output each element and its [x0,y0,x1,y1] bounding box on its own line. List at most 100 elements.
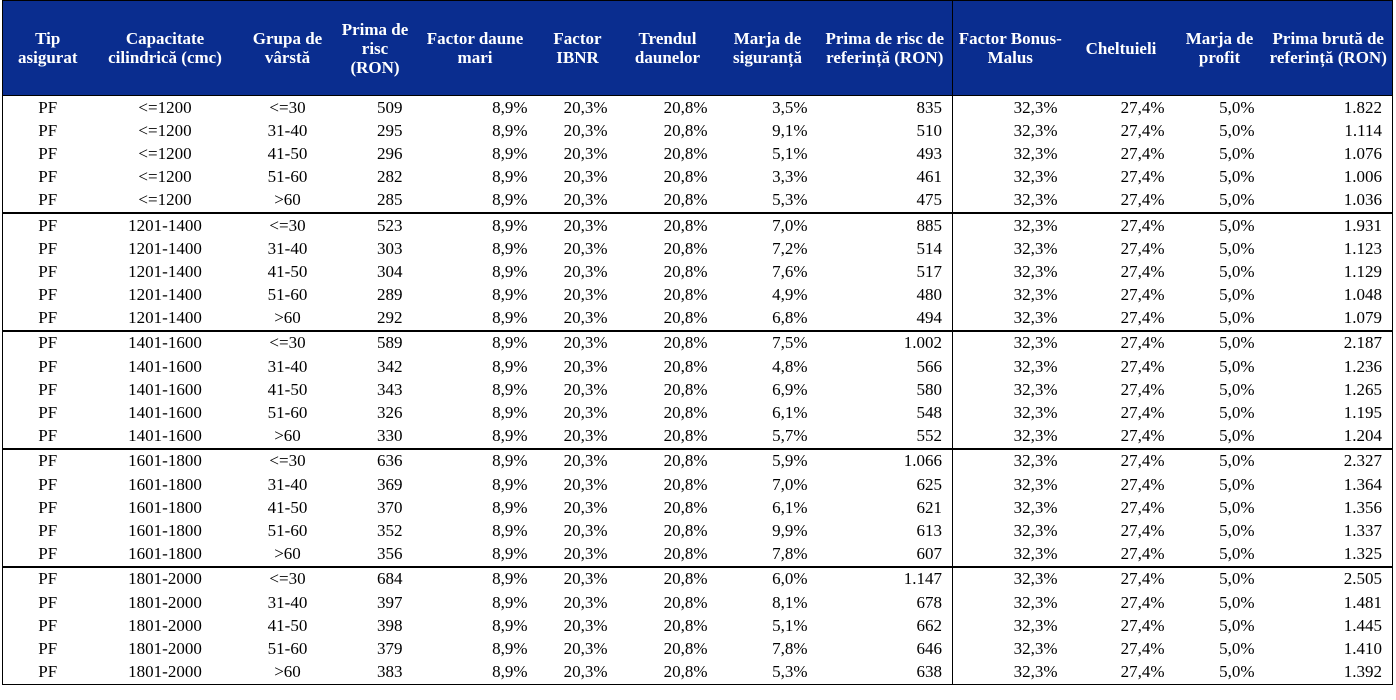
table-cell: 5,0% [1174,447,1265,473]
table-cell: <=1200 [138,143,192,163]
table-cell: 1.325 [1343,544,1382,564]
table-cell: 20,3% [537,329,618,356]
table-cell: 27,4% [1120,615,1165,635]
table-cell: 1.048 [1343,285,1382,305]
table-cell: 8,9% [492,497,528,517]
table-cell: <=1200 [138,97,192,117]
table-cell: PF [38,544,58,564]
table-cell: 6,0% [717,565,818,591]
table-cell: 2.187 [1264,329,1393,356]
table-cell: 566 [817,355,953,379]
premium-table: Tip asigurat Capacitate cilindrică (cmc) G… [2,0,1393,685]
table-cell: 20,3% [563,426,608,446]
table-cell: PF [38,426,58,446]
table-cell: 7,0% [772,474,808,494]
table-cell: 20,3% [563,544,608,564]
table-cell: 20,3% [563,261,608,281]
table-cell: 31-40 [267,474,308,494]
table-cell: 282 [377,167,403,187]
table-cell: 27,4% [1120,474,1165,494]
table-cell: 20,8% [617,211,718,238]
table-cell: 342 [377,356,403,376]
table-cell: 523 [337,211,413,238]
table-cell: 6,1% [772,403,808,423]
table-cell: PF [38,403,58,423]
table-cell: PF [38,143,58,163]
column-header: Factor IBNR [537,0,618,96]
table-cell: 295 [377,120,403,140]
table-cell: 32,3% [1013,497,1058,517]
column-header: Capacitate cilindrică (cmc) [92,0,238,96]
table-cell: 32,3% [952,211,1068,238]
table-cell: 5,0% [1219,190,1255,210]
table-cell: 1.337 [1343,520,1382,540]
table-row: PF 1201-1400 <=30 523 8,9% 20,3% 20,8% 7,0% 885 3… [2,211,1393,238]
table-cell: 20,8% [663,356,708,376]
table-cell: PF [38,520,58,540]
table-cell: 1801-2000 [128,638,202,658]
table-cell: 27,4% [1120,379,1165,399]
table-cell: PF [2,329,93,356]
table-cell: 5,0% [1219,167,1255,187]
table-cell: 5,3% [772,190,808,210]
table-cell: 20,3% [563,356,608,376]
table-row: PF <=1200 31-40 295 8,9% 20,3% 20,8% 9,1% 510 32,… [3,119,1393,143]
table-cell: PF [38,261,58,281]
table-cell: 27,4% [1120,497,1165,517]
table-cell: 20,8% [617,447,718,473]
table-cell: 835 [817,95,953,120]
table-cell: 1801-2000 [128,592,202,612]
table-cell: 27,4% [1120,520,1165,540]
table-cell: 27,4% [1120,120,1165,140]
table-cell: 1.114 [1344,120,1382,140]
table-cell: 27,4% [1067,329,1175,356]
table-cell: 552 [817,424,953,449]
table-cell: 621 [817,496,953,520]
table-cell: 20,3% [563,308,608,328]
table-cell: 4,9% [772,285,808,305]
table-cell: 32,3% [1013,238,1058,258]
table-cell: 8,9% [492,97,528,117]
table-cell: 1601-1800 [128,520,202,540]
table-cell: PF [38,474,58,494]
table-cell: PF [38,238,58,258]
table-row: PF <=1200 51-60 282 8,9% 20,3% 20,8% 3,3% 461 32,… [3,165,1393,189]
table-cell: PF [2,565,93,591]
table-cell: PF [2,211,93,238]
table-row: PF 1401-1600 51-60 326 8,9% 20,3% 20,8% 6,1% 548… [3,401,1393,425]
table-cell: 8,9% [492,403,528,423]
table-cell: 27,4% [1120,261,1165,281]
table-cell: 2.327 [1264,447,1393,473]
column-header: Marja de profit [1174,0,1265,96]
table-cell: PF [38,308,58,328]
table-row: PF 1401-1600 31-40 342 8,9% 20,3% 20,8% 4,8% 566… [3,355,1393,379]
table-cell: 8,9% [492,238,528,258]
table-cell: 5,0% [1219,143,1255,163]
table-cell: 1.076 [1343,143,1382,163]
table-cell: 20,8% [663,638,708,658]
column-header: Factor daune mari [412,0,538,96]
table-row: PF 1801-2000 51-60 379 8,9% 20,3% 20,8% 7,8% 646… [3,637,1393,661]
table-cell: 303 [377,238,403,258]
table-cell: PF [2,447,93,473]
table-row: PF 1401-1600 <=30 589 8,9% 20,3% 20,8% 7,5% 1.00… [2,329,1393,356]
table-cell: 5,0% [1174,565,1265,591]
table-cell: <=1200 [138,120,192,140]
table-cell: 8,9% [492,261,528,281]
table-cell: PF [38,638,58,658]
table-cell: 20,3% [563,143,608,163]
table-cell: 32,3% [1013,638,1058,658]
table-cell: 5,0% [1219,497,1255,517]
table-cell: PF [38,379,58,399]
table-cell: 20,8% [663,261,708,281]
table-cell: 27,4% [1120,97,1165,117]
table-cell: 8,9% [492,356,528,376]
table-cell: 1.392 [1343,662,1382,682]
table-cell: 20,3% [563,615,608,635]
table-cell: 32,3% [1013,520,1058,540]
table-cell: PF [38,615,58,635]
table-row: PF <=1200 <=30 509 8,9% 20,3% 20,8% 3,5% 835 32,3… [3,95,1393,120]
table-cell: 625 [817,473,953,497]
table-cell: 5,0% [1219,120,1255,140]
